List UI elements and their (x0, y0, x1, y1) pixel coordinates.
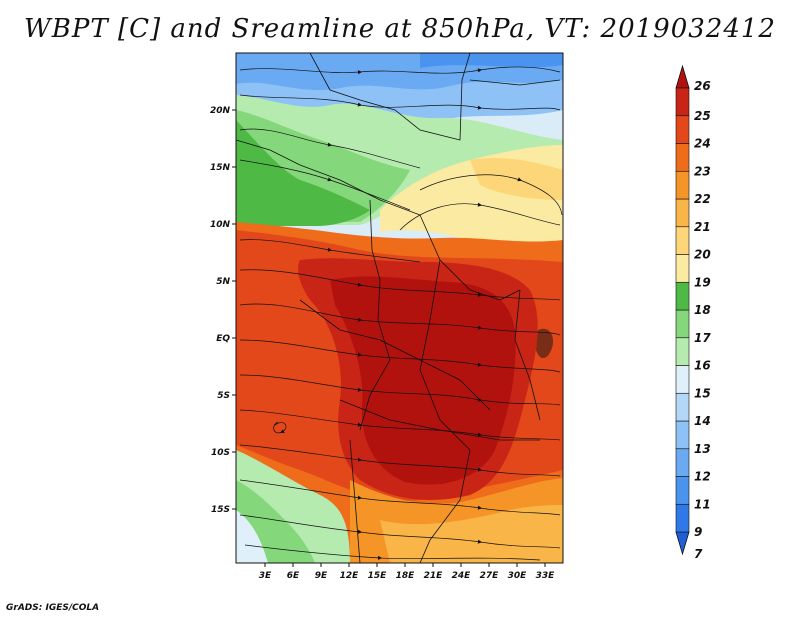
lon-label: 33E (536, 571, 556, 581)
lat-label: 10S (211, 448, 230, 458)
colorbar-label: 9 (694, 525, 702, 539)
longitude-axis: 3E 6E 9E 12E 15E 18E 21E 24E 27E 30E 33E (259, 563, 555, 581)
colorbar-swatch (675, 337, 690, 366)
lat-label: EQ (216, 334, 230, 344)
lon-label: 15E (368, 571, 388, 581)
colorbar-swatch (675, 170, 690, 200)
colorbar-swatch (675, 476, 690, 505)
colorbar-swatch (675, 309, 690, 339)
colorbar-label: 19 (694, 275, 711, 289)
colorbar-swatch (675, 115, 690, 144)
lon-label: 6E (287, 571, 300, 581)
colorbar-label: 18 (694, 303, 711, 317)
colorbar-swatch (675, 198, 690, 228)
colorbar-label: 21 (694, 220, 711, 234)
colorbar-high-triangle (675, 64, 690, 89)
colorbar-label: 11 (694, 497, 711, 511)
colorbar-swatch (675, 365, 690, 394)
colorbar-swatch (675, 420, 690, 450)
lat-label: 15N (210, 163, 231, 173)
lat-label: 15S (211, 505, 230, 515)
colorbar-label: 20 (694, 248, 711, 262)
colorbar-label: 17 (694, 331, 711, 345)
lat-label: 20N (210, 106, 231, 116)
lon-label: 9E (315, 571, 328, 581)
colorbar-label: 15 (694, 386, 711, 400)
streamlines (239, 66, 563, 561)
colorbar-swatch (675, 392, 690, 422)
colorbar: 7 9 11 12 13 14 15 16 17 18 19 20 21 22 23 24 25 26 (675, 64, 711, 561)
map-title: WBPT [C] and Sreamline at 850hPa, VT: 20… (24, 14, 776, 44)
colorbar-swatch (675, 226, 690, 255)
lat-label: 5N (216, 277, 230, 287)
latitude-axis: 20N 15N 10N 5N EQ 5S 10S 15S (210, 106, 236, 515)
lon-label: 3E (259, 571, 272, 581)
colorbar-label: 26 (694, 79, 711, 93)
colorbar-label: 23 (694, 164, 711, 178)
grads-credit: GrADS: IGES/COLA (6, 603, 100, 613)
lat-label: 5S (217, 391, 230, 401)
colorbar-swatch (675, 281, 690, 311)
colorbar-low-triangle (675, 531, 690, 556)
lon-label: 27E (480, 571, 500, 581)
colorbar-swatch (675, 254, 690, 283)
lon-label: 12E (340, 571, 360, 581)
colorbar-label: 16 (694, 359, 711, 373)
colorbar-swatch (675, 448, 690, 477)
colorbar-swatch (675, 87, 690, 117)
colorbar-label: 24 (694, 137, 711, 151)
lat-label: 10N (210, 220, 231, 230)
colorbar-label: 12 (694, 470, 711, 484)
map-frame (235, 52, 564, 564)
colorbar-label: 13 (694, 442, 711, 456)
colorbar-swatch (675, 143, 690, 172)
colorbar-label: 14 (694, 414, 711, 428)
colorbar-label: 25 (694, 109, 711, 123)
lon-label: 24E (452, 571, 472, 581)
lon-label: 18E (396, 571, 416, 581)
colorbar-label: 7 (694, 547, 703, 561)
colorbar-swatch (675, 503, 690, 533)
lon-label: 21E (424, 571, 444, 581)
lon-label: 30E (508, 571, 528, 581)
colorbar-label: 22 (694, 192, 711, 206)
